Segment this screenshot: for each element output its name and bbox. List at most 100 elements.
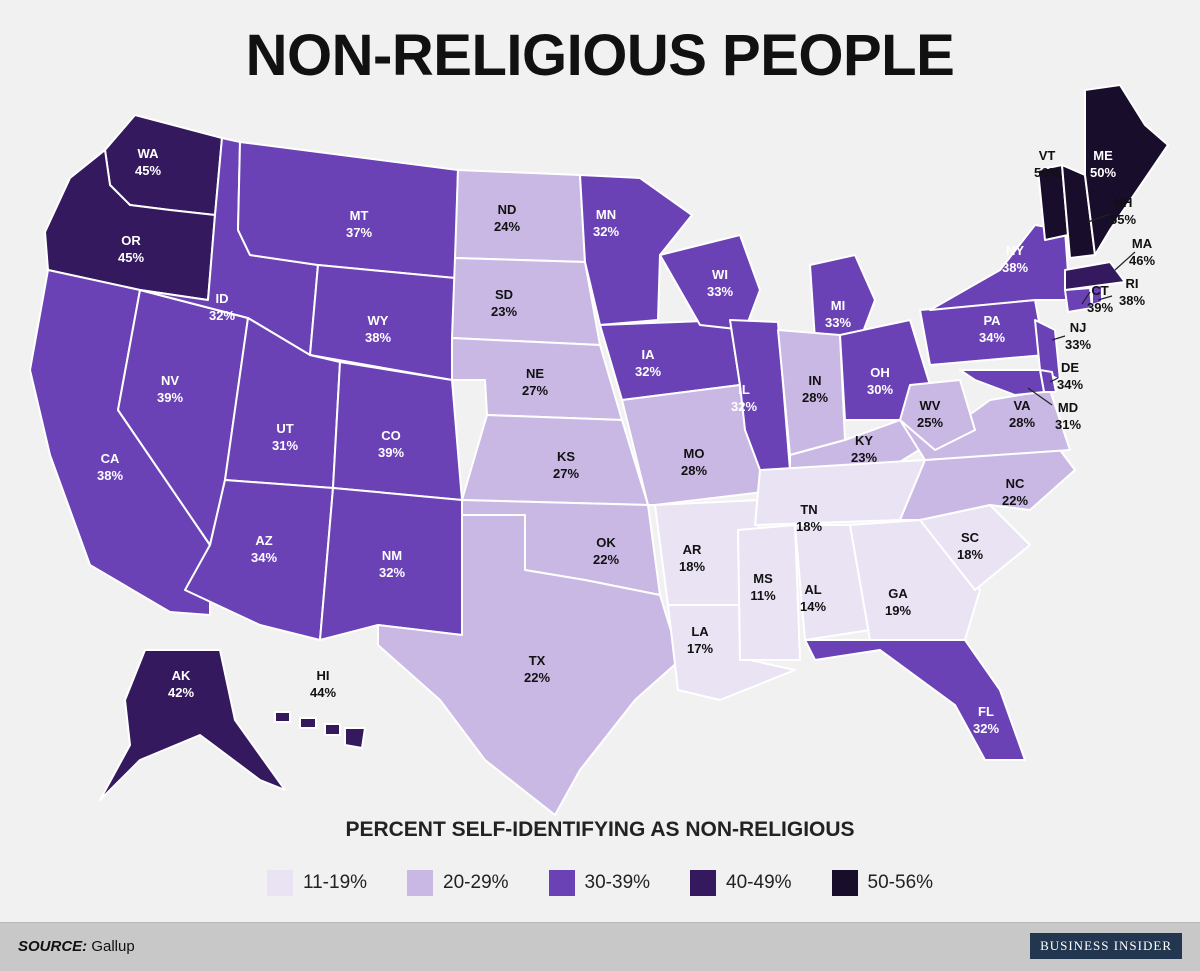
state-abbr-ok: OK (596, 535, 616, 550)
state-fl (804, 639, 1026, 761)
state-value-la: 17% (687, 641, 713, 656)
state-abbr-ne: NE (526, 366, 544, 381)
state-value-co: 39% (378, 445, 404, 460)
state-value-vt: 56% (1034, 165, 1060, 180)
state-tx (377, 514, 681, 816)
leader-line-ct (1081, 291, 1091, 305)
legend-swatch (548, 870, 575, 896)
state-value-ct: 39% (1087, 300, 1113, 315)
state-value-ma: 46% (1129, 253, 1155, 268)
state-abbr-ca: CA (101, 451, 120, 466)
legend-item: 11-19% (266, 870, 368, 896)
legend-label: 50-56% (867, 872, 934, 893)
state-value-va: 28% (1009, 415, 1035, 430)
state-abbr-va: VA (1013, 398, 1031, 413)
state-value-tn: 18% (796, 519, 822, 534)
state-value-wi: 33% (707, 284, 733, 299)
legend-label: 11-19% (302, 872, 368, 893)
leader-line-md (1027, 387, 1053, 406)
state-value-nm: 32% (379, 565, 405, 580)
state-hi (274, 711, 366, 749)
state-abbr-il: IL (738, 382, 750, 397)
state-value-fl: 32% (973, 721, 999, 736)
legend-swatch (831, 870, 858, 896)
state-ma (1064, 261, 1126, 291)
state-sd (451, 257, 601, 346)
legend-item: 50-56% (831, 870, 934, 896)
leader-line-ma (1114, 251, 1136, 271)
state-abbr-ky: KY (855, 433, 873, 448)
state-value-hi: 44% (310, 685, 336, 700)
legend-swatch (690, 870, 717, 896)
state-abbr-id: ID (216, 291, 229, 306)
state-mi (809, 254, 876, 341)
state-value-de: 34% (1057, 377, 1083, 392)
state-value-mn: 32% (593, 224, 619, 239)
legend-item: 30-39% (548, 870, 650, 896)
state-abbr-wv: WV (920, 398, 941, 413)
state-value-ms: 11% (750, 588, 776, 603)
state-abbr-sd: SD (495, 287, 513, 302)
state-nj (1034, 319, 1061, 381)
state-abbr-md: MD (1058, 400, 1078, 415)
source-note: SOURCE: Gallup (18, 938, 135, 955)
state-abbr-nm: NM (382, 548, 402, 563)
legend-item: 20-29% (407, 870, 509, 896)
state-md (959, 369, 1045, 396)
state-nm (319, 487, 463, 641)
state-abbr-or: OR (121, 233, 141, 248)
state-value-ca: 38% (97, 468, 123, 483)
legend: 11-19% 20-29% 30-39% 40-49% 50-56% (0, 870, 1200, 896)
state-value-az: 34% (251, 550, 277, 565)
state-abbr-nc: NC (1006, 476, 1025, 491)
state-abbr-tx: TX (529, 653, 546, 668)
state-abbr-ny: NY (1006, 243, 1024, 258)
state-value-tx: 22% (524, 670, 550, 685)
state-value-md: 31% (1055, 417, 1081, 432)
state-abbr-ia: IA (642, 347, 656, 362)
state-abbr-ms: MS (753, 571, 773, 586)
state-abbr-wa: WA (138, 146, 160, 161)
state-value-nh: 55% (1110, 212, 1136, 227)
state-value-sc: 18% (957, 547, 983, 562)
state-abbr-nh: NH (1114, 195, 1133, 210)
state-abbr-ak: AK (172, 668, 191, 683)
state-value-or: 45% (118, 250, 144, 265)
state-value-nv: 39% (157, 390, 183, 405)
state-abbr-de: DE (1061, 360, 1079, 375)
state-ks (461, 414, 649, 506)
state-value-mt: 37% (346, 225, 372, 240)
state-value-ne: 27% (522, 383, 548, 398)
state-abbr-wy: WY (368, 313, 389, 328)
source-value: Gallup (91, 938, 135, 955)
state-abbr-mo: MO (684, 446, 705, 461)
state-value-wv: 25% (917, 415, 943, 430)
state-wi (659, 234, 761, 331)
state-abbr-nj: NJ (1070, 320, 1087, 335)
legend-item: 40-49% (690, 870, 792, 896)
state-value-nj: 33% (1065, 337, 1091, 352)
state-value-ks: 27% (553, 466, 579, 481)
state-abbr-ks: KS (557, 449, 575, 464)
state-value-oh: 30% (867, 382, 893, 397)
footer: SOURCE: Gallup BUSINESS INSIDER (0, 922, 1200, 971)
legend-swatch (266, 870, 293, 896)
leader-line-nh (1087, 213, 1111, 223)
state-value-ri: 38% (1119, 293, 1145, 308)
state-value-ny: 38% (1002, 260, 1028, 275)
state-value-mi: 33% (825, 315, 851, 330)
state-abbr-sc: SC (961, 530, 980, 545)
state-abbr-nd: ND (498, 202, 517, 217)
state-abbr-hi: HI (317, 668, 330, 683)
state-abbr-ga: GA (888, 586, 908, 601)
state-abbr-ri: RI (1126, 276, 1139, 291)
state-abbr-az: AZ (255, 533, 272, 548)
state-value-nd: 24% (494, 219, 520, 234)
state-value-id: 32% (209, 308, 235, 323)
state-abbr-ut: UT (276, 421, 293, 436)
state-abbr-nv: NV (161, 373, 179, 388)
state-value-me: 50% (1090, 165, 1116, 180)
state-nh (1061, 164, 1096, 259)
state-value-ky: 23% (851, 450, 877, 465)
